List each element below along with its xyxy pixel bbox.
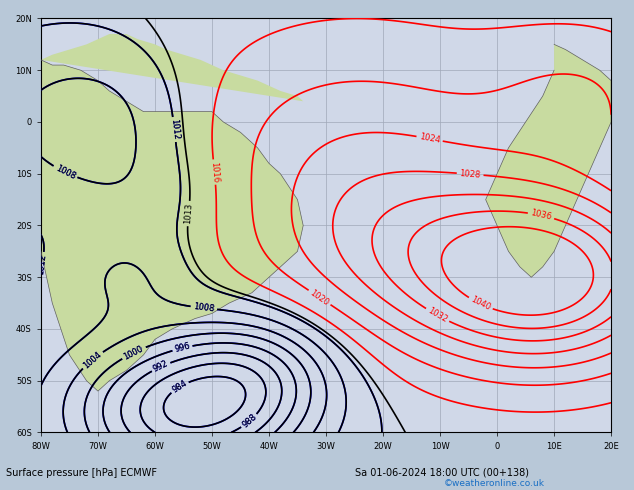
Polygon shape	[41, 34, 303, 101]
Text: 1020: 1020	[308, 288, 331, 307]
Text: 1028: 1028	[459, 169, 481, 179]
Text: 1008: 1008	[54, 163, 77, 181]
Text: 1008: 1008	[193, 302, 215, 314]
Text: 1000: 1000	[122, 344, 145, 362]
Text: 1032: 1032	[426, 306, 449, 324]
Polygon shape	[41, 60, 303, 391]
Text: 1004: 1004	[82, 349, 103, 370]
Text: 992: 992	[152, 359, 170, 374]
Text: 984: 984	[171, 379, 189, 395]
Text: 1012: 1012	[169, 119, 180, 141]
Text: 988: 988	[240, 413, 258, 430]
Text: 1004: 1004	[82, 349, 103, 370]
Text: 996: 996	[174, 342, 191, 354]
Text: 1000: 1000	[122, 344, 145, 362]
Text: 1008: 1008	[54, 163, 77, 181]
Text: 1040: 1040	[469, 295, 492, 313]
Text: Surface pressure [hPa] ECMWF: Surface pressure [hPa] ECMWF	[6, 468, 157, 478]
Text: 1012: 1012	[169, 119, 180, 141]
Text: 1012: 1012	[37, 253, 48, 275]
Text: 1024: 1024	[418, 132, 441, 145]
Text: 1036: 1036	[530, 209, 552, 222]
Text: 996: 996	[174, 342, 191, 354]
Text: 992: 992	[152, 359, 170, 374]
Text: 984: 984	[171, 379, 189, 395]
Text: 988: 988	[240, 413, 258, 430]
Polygon shape	[486, 45, 611, 277]
Text: ©weatheronline.co.uk: ©weatheronline.co.uk	[444, 479, 545, 488]
Text: 1012: 1012	[37, 253, 48, 275]
Text: 1016: 1016	[209, 161, 220, 183]
Text: Sa 01-06-2024 18:00 UTC (00+138): Sa 01-06-2024 18:00 UTC (00+138)	[355, 468, 529, 478]
Text: 1008: 1008	[193, 302, 215, 314]
Text: 1013: 1013	[183, 203, 194, 224]
